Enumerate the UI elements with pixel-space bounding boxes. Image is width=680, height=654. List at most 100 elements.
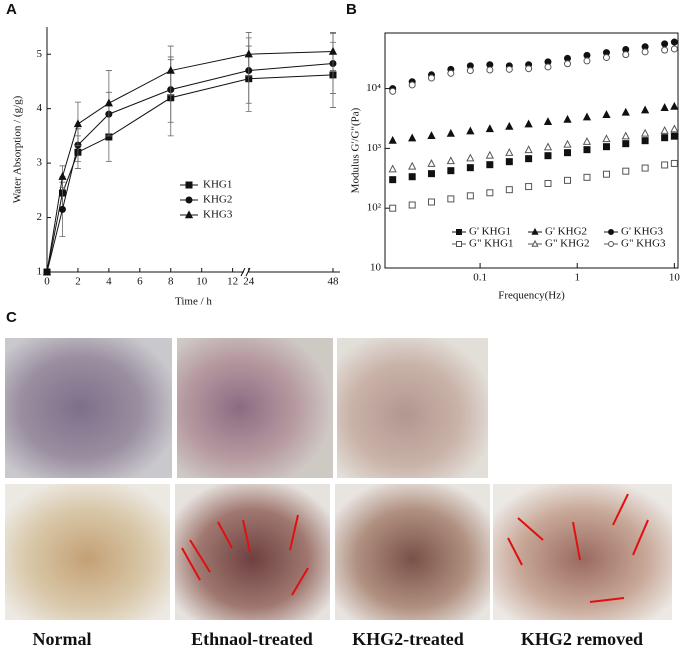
marker	[602, 170, 610, 178]
marker	[525, 183, 533, 191]
marker	[524, 119, 533, 128]
legend-label: KHG2	[203, 194, 232, 206]
marker	[660, 125, 669, 134]
marker	[466, 126, 475, 135]
marker	[104, 98, 114, 107]
panel-label: A	[6, 1, 17, 18]
marker	[486, 161, 494, 169]
marker	[582, 136, 592, 145]
series-line	[46, 74, 334, 273]
marker	[427, 131, 436, 140]
marker	[641, 137, 649, 145]
y-tick-label: 10²	[367, 202, 382, 214]
marker	[641, 48, 649, 56]
marker	[661, 134, 669, 142]
marker	[185, 181, 193, 189]
marker	[408, 133, 417, 142]
marker	[485, 150, 494, 159]
legend-label: G' KHG1	[469, 226, 511, 238]
marker	[602, 54, 610, 62]
marker	[166, 65, 175, 74]
marker	[388, 135, 397, 144]
photo-caption: KHG2 removed	[521, 629, 643, 649]
photo	[493, 484, 672, 620]
y-tick-label: 5	[37, 48, 43, 60]
marker	[408, 161, 417, 170]
marker	[640, 105, 650, 114]
marker	[408, 201, 416, 209]
marker	[582, 112, 592, 121]
marker	[621, 131, 630, 140]
marker	[670, 124, 679, 133]
photo-caption: Ethnaol-treated	[191, 629, 313, 649]
marker	[583, 51, 591, 59]
marker	[621, 107, 630, 116]
marker	[670, 159, 678, 167]
y-axis-label: Modulus G'/G"(Pa)	[350, 107, 362, 193]
marker	[185, 196, 193, 204]
marker	[486, 189, 494, 197]
marker	[58, 205, 66, 213]
axis-break	[240, 267, 251, 277]
x-tick-label: 0.1	[473, 272, 487, 284]
marker	[408, 173, 416, 181]
x-tick-label: 10	[196, 276, 208, 288]
marker	[408, 81, 416, 89]
marker	[486, 66, 494, 74]
marker	[670, 132, 678, 140]
marker	[466, 192, 474, 200]
photo-caption: Normal	[33, 629, 92, 649]
y-tick-label: 10³	[367, 142, 382, 154]
marker	[622, 140, 630, 148]
marker	[640, 128, 650, 137]
marker	[58, 172, 67, 180]
x-tick-label: 24	[243, 276, 255, 288]
marker	[661, 161, 669, 169]
marker	[660, 103, 669, 111]
marker	[661, 40, 669, 48]
legend-label: G' KHG3	[621, 226, 664, 238]
marker	[73, 119, 83, 128]
x-tick-label: 48	[327, 276, 339, 288]
marker	[602, 134, 611, 143]
y-tick-label: 10	[370, 262, 382, 274]
marker	[583, 57, 591, 65]
x-tick-label: 12	[227, 276, 238, 288]
y-tick-label: 2	[37, 211, 43, 223]
marker	[544, 63, 552, 71]
photo	[337, 338, 488, 478]
marker	[563, 139, 572, 148]
photo	[335, 484, 490, 620]
series-line	[46, 62, 334, 273]
marker	[641, 164, 649, 172]
marker	[505, 147, 514, 156]
panel-label: B	[346, 1, 357, 18]
marker	[608, 229, 614, 235]
marker	[466, 67, 474, 75]
photo-panel	[5, 338, 672, 620]
legend-label: G' KHG2	[545, 226, 587, 238]
marker	[563, 176, 571, 184]
marker	[184, 210, 194, 219]
marker	[456, 229, 462, 235]
marker	[544, 179, 552, 187]
marker	[389, 87, 397, 95]
marker	[543, 142, 553, 151]
marker	[525, 155, 533, 163]
marker	[505, 186, 513, 194]
marker	[446, 156, 455, 165]
marker	[456, 241, 462, 247]
x-tick-label: 0	[44, 276, 50, 288]
marker	[622, 51, 630, 59]
marker	[427, 74, 435, 82]
x-axis-label: Frequency(Hz)	[498, 290, 565, 302]
marker	[661, 46, 669, 54]
marker	[427, 170, 435, 178]
marker	[447, 69, 455, 77]
marker	[670, 38, 678, 46]
photo	[177, 338, 333, 478]
x-tick-label: 4	[106, 276, 112, 288]
marker	[427, 198, 435, 206]
y-tick-label: 4	[37, 102, 43, 114]
marker	[563, 60, 571, 68]
